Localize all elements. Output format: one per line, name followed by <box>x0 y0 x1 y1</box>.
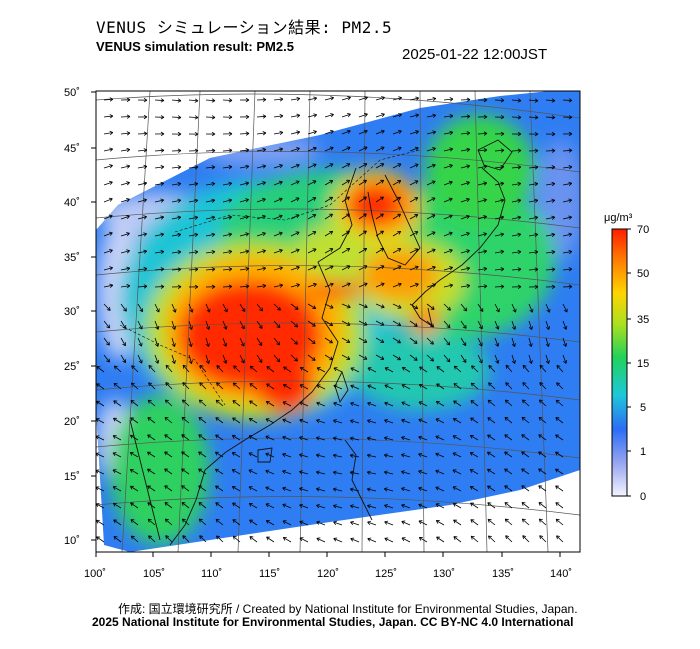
lon-tick-label: 115˚ <box>259 568 280 580</box>
credit-text: 作成: 国立環境研究所 / Created by National Instit… <box>118 602 578 616</box>
lon-tick-label: 130˚ <box>433 568 455 580</box>
lat-tick-label: 20˚ <box>64 416 80 428</box>
pm25-field <box>96 91 580 552</box>
colorbar-tick-label: 5 <box>640 402 646 414</box>
title-english: VENUS simulation result: PM2.5 <box>96 39 294 54</box>
title-japanese: VENUS シミュレーション結果: PM2.5 <box>96 18 393 37</box>
lat-tick-label: 50˚ <box>64 87 80 99</box>
lon-tick-label: 105˚ <box>143 568 165 580</box>
lat-tick-label: 40˚ <box>64 197 80 209</box>
colorbar-gradient <box>611 228 628 497</box>
wind-vectors <box>96 96 573 543</box>
lon-tick-label: 120˚ <box>317 568 339 580</box>
plot-frame <box>95 90 581 553</box>
lon-tick-label: 140˚ <box>550 568 572 580</box>
lat-tick-label: 15˚ <box>64 471 80 483</box>
lon-tick-label: 110˚ <box>201 568 222 580</box>
lat-tick-label: 10˚ <box>64 535 80 547</box>
colorbar-tick-label: 0 <box>640 491 646 503</box>
lat-tick-label: 30˚ <box>64 306 80 318</box>
colorbar-tick-label: 50 <box>637 268 649 280</box>
lon-tick-label: 100˚ <box>84 568 106 580</box>
colorbar-tick-label: 1 <box>640 446 646 458</box>
forecast-datetime: 2025-01-22 12:00JST <box>402 46 548 63</box>
lat-tick-label: 35˚ <box>64 252 80 264</box>
lon-tick-label: 125˚ <box>375 568 397 580</box>
lon-tick-label: 135˚ <box>492 568 514 580</box>
copyright-text: 2025 National Institute for Environmenta… <box>92 615 574 629</box>
colorbar-unit: μg/m³ <box>604 212 633 224</box>
colorbar-tick-label: 70 <box>637 224 649 236</box>
colorbar-tick-label: 35 <box>637 314 649 326</box>
axis-ticks <box>91 91 561 557</box>
colorbar-tick-label: 15 <box>637 358 649 370</box>
colorbar: μg/m³ 70 50 35 15 5 1 0 <box>604 212 649 503</box>
coastlines <box>119 139 513 546</box>
lat-tick-label: 25˚ <box>64 361 80 373</box>
lat-tick-label: 45˚ <box>64 143 80 155</box>
